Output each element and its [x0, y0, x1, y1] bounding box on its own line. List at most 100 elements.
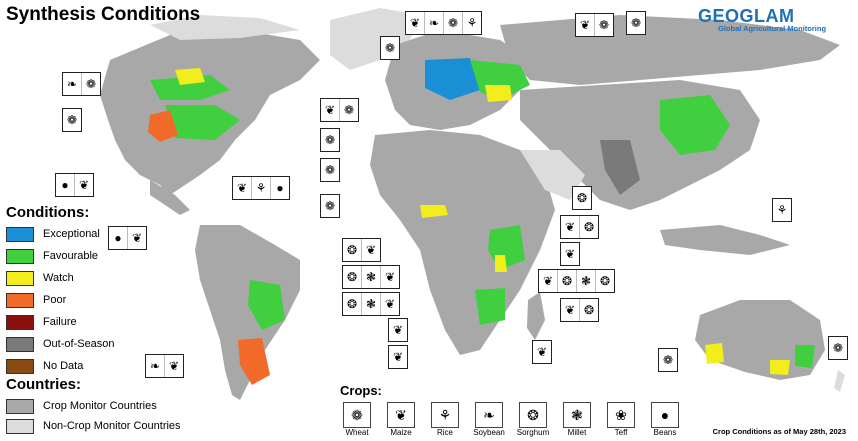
crop-label: Wheat: [345, 428, 369, 437]
wheat-icon: ❁: [324, 199, 336, 213]
crop-callout: ❦ ❧ ❁ ⚘: [405, 11, 482, 35]
crop-callout: ❁: [320, 128, 340, 152]
maize-icon: ❦: [576, 14, 595, 36]
sorghum-icon: ❂: [583, 303, 595, 317]
crop-callout: ❁: [62, 108, 82, 132]
soybean-icon: ❧: [146, 355, 165, 377]
crop-callout: ❁: [320, 158, 340, 182]
maize-icon: ❦: [384, 270, 396, 284]
indonesia: [660, 225, 790, 255]
millet-icon: ❃: [362, 293, 381, 315]
legend-item-out-of-season: Out-of-Season: [6, 336, 115, 352]
region-favourable-europe: [470, 60, 530, 100]
crop-label: Soybean: [473, 428, 505, 437]
crop-callout: ❦ ⚘ ●: [232, 176, 290, 200]
crop-callout: ❧ ❁: [62, 72, 101, 96]
maize-icon: ❦: [539, 270, 558, 292]
region-favourable-us: [165, 105, 240, 140]
region-poor-argentina: [238, 338, 270, 385]
maize-icon: ❦: [321, 99, 340, 121]
maize-icon: ❦: [392, 323, 404, 337]
wheat-icon: ❁: [85, 77, 97, 91]
crop-callout: ❧ ❦: [145, 354, 184, 378]
sorghum-icon: ❂: [343, 293, 362, 315]
region-outofseason-india: [600, 140, 640, 195]
crop-callout: ❦: [388, 318, 408, 342]
wheat-icon: ❁: [66, 113, 78, 127]
legend-swatch: [6, 418, 34, 434]
crop-callout: ❁: [828, 336, 848, 360]
wheat-icon: ❁: [324, 133, 336, 147]
beans-icon: ●: [276, 181, 284, 195]
soybean-icon: ❧: [63, 73, 82, 95]
crop-label: Sorghum: [516, 428, 550, 437]
beans-icon: ●: [651, 402, 679, 428]
crop-label: Maize: [390, 428, 412, 437]
wheat-icon: ❁: [384, 41, 396, 55]
region-favourable-canada: [150, 75, 230, 100]
legend-item-favourable: Favourable: [6, 248, 98, 264]
rice-icon: ⚘: [776, 203, 788, 217]
legend-swatch: [6, 358, 34, 374]
maize-icon: ❦: [536, 345, 548, 359]
legend-item-poor: Poor: [6, 292, 66, 308]
legend-swatch: [6, 314, 34, 330]
legend-item-watch: Watch: [6, 270, 74, 286]
legend-swatch: [6, 270, 34, 286]
crop-callout: ❦: [532, 340, 552, 364]
crop-callout: ❦ ❂ ❃ ❂: [538, 269, 615, 293]
legend-label: No Data: [43, 360, 84, 372]
crop-callout: ❦ ❁: [320, 98, 359, 122]
madagascar: [527, 292, 545, 340]
legend-swatch: [6, 398, 34, 414]
australia: [695, 300, 825, 380]
crop-callout: ❦ ❂: [560, 298, 599, 322]
region-watch-sahel: [420, 205, 448, 218]
region-favourable-australia-e: [795, 345, 815, 368]
greenland: [330, 8, 420, 70]
crop-callout: ❦ ❂: [560, 215, 599, 239]
region-favourable-brazil: [248, 280, 285, 330]
crop-label: Rice: [436, 428, 453, 437]
region-watch-europe: [485, 85, 512, 102]
region-watch-australia-w: [705, 343, 724, 364]
maize-icon: ❦: [365, 243, 377, 257]
legend-label: Out-of-Season: [43, 338, 115, 350]
legend-item-country-0: Crop Monitor Countries: [6, 398, 157, 414]
region-watch-eastafrica: [495, 255, 507, 272]
legend-swatch: [6, 336, 34, 352]
crop-callout: ● ❦: [55, 173, 94, 197]
arabia: [520, 150, 585, 200]
maize-icon: ❦: [564, 247, 576, 261]
legend-swatch: [6, 248, 34, 264]
teff-icon: ❀: [607, 402, 635, 428]
maize-icon: ❦: [384, 297, 396, 311]
region-favourable-southernafrica: [475, 288, 505, 325]
legend-label: Watch: [43, 272, 74, 284]
rice-icon: ⚘: [431, 402, 459, 428]
sorghum-icon: ❂: [558, 270, 577, 292]
maize-icon: ❦: [78, 178, 90, 192]
wheat-icon: ❁: [662, 353, 674, 367]
legend-item-country-1: Non-Crop Monitor Countries: [6, 418, 181, 434]
sorghum-icon: ❂: [599, 274, 611, 288]
map-title: Synthesis Conditions: [6, 4, 201, 25]
crop-callout: ❁: [320, 194, 340, 218]
legend-label: Favourable: [43, 250, 99, 262]
region-poor-us: [148, 110, 178, 142]
maize-icon: ❦: [233, 177, 252, 199]
region-exceptional-europe: [425, 58, 480, 100]
crop-label: Teff: [614, 428, 628, 437]
region-watch-canada: [175, 68, 205, 85]
crop-callout: ❦: [560, 242, 580, 266]
wheat-icon: ❁: [832, 341, 844, 355]
crop-label: Beans: [653, 428, 677, 437]
millet-icon: ❃: [362, 266, 381, 288]
beans-icon: ●: [109, 227, 128, 249]
legend-item-no-data: No Data: [6, 358, 83, 374]
logo-mark: GEOGLAM: [698, 6, 795, 26]
millet-icon: ❃: [563, 402, 591, 428]
crop-callout: ❂ ❃ ❦: [342, 265, 400, 289]
beans-icon: ●: [56, 174, 75, 196]
maize-icon: ❦: [561, 299, 580, 321]
